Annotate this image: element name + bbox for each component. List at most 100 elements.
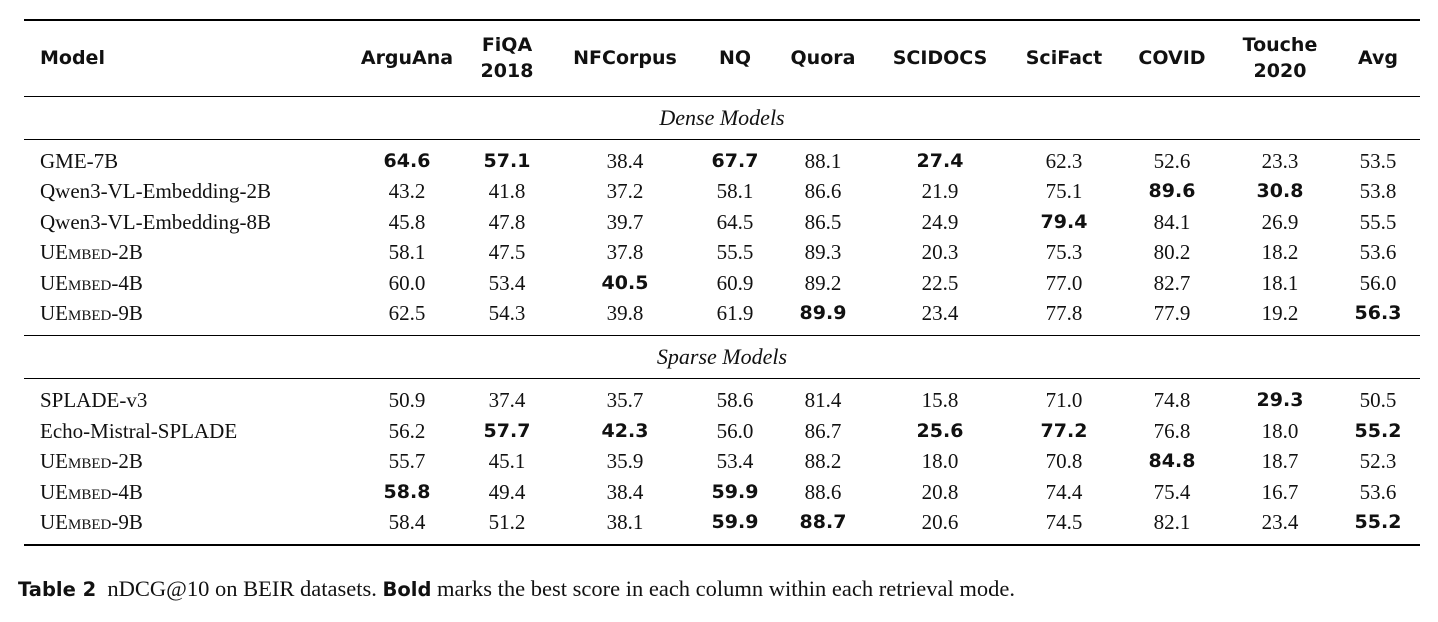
table-header: Model ArguAna FiQA 2018 NFCorpus NQ Quora SCIDO… <box>24 20 1420 96</box>
table-row: SPLADE-v3 50.9 37.4 35.7 58.6 81.4 15.8 71.0 74.… <box>24 379 1420 416</box>
score-cell: 42.3 <box>601 419 649 442</box>
caption-bold-word: Bold <box>382 578 432 601</box>
model-name-cell: GME-7B <box>40 148 119 173</box>
score-cell: 58.4 <box>388 510 426 535</box>
score-cell: 88.6 <box>804 479 842 504</box>
column-header: Touche 2020 <box>1224 20 1336 96</box>
score-cell: 18.1 <box>1261 270 1299 295</box>
score-cell: 60.0 <box>388 270 426 295</box>
score-cell: 21.9 <box>921 179 959 204</box>
score-cell: 86.6 <box>804 179 842 204</box>
section-title: Sparse Models <box>656 344 788 370</box>
model-name-cell: SPLADE-v3 <box>40 388 148 413</box>
score-cell: 35.7 <box>606 388 644 413</box>
score-cell: 77.0 <box>1045 270 1083 295</box>
score-cell: 43.2 <box>388 179 426 204</box>
column-header: Quora <box>774 20 872 96</box>
score-cell: 38.1 <box>606 510 644 535</box>
column-header-line-1: ArguAna <box>360 47 454 70</box>
score-cell: 37.2 <box>606 179 644 204</box>
header-row: Model ArguAna FiQA 2018 NFCorpus NQ Quora SCIDO… <box>24 20 1420 96</box>
model-name-cell: UEmbed-9B <box>40 301 143 326</box>
score-cell: 27.4 <box>916 149 964 172</box>
column-header: NFCorpus <box>554 20 696 96</box>
score-cell: 64.6 <box>383 149 431 172</box>
score-cell: 47.8 <box>488 209 526 234</box>
score-cell: 55.7 <box>388 449 426 474</box>
score-cell: 18.0 <box>1261 418 1299 443</box>
score-cell: 20.8 <box>921 479 959 504</box>
column-header: NQ <box>696 20 774 96</box>
score-cell: 76.8 <box>1153 418 1191 443</box>
column-header: Model <box>24 20 354 96</box>
table-row: UEmbed-9B 58.4 51.2 38.1 59.9 88.7 20.6 74.5 82.… <box>24 507 1420 546</box>
score-cell: 55.2 <box>1354 419 1402 442</box>
score-cell: 22.5 <box>921 270 959 295</box>
results-table-container: Model ArguAna FiQA 2018 NFCorpus NQ Quora SCIDO… <box>24 19 1420 546</box>
score-cell: 84.1 <box>1153 209 1191 234</box>
score-cell: 30.8 <box>1256 180 1304 203</box>
model-name-cell: UEmbed-9B <box>40 510 143 535</box>
score-cell: 75.4 <box>1153 479 1191 504</box>
model-name-cell: Qwen3-VL-Embedding-2B <box>40 179 271 204</box>
score-cell: 50.9 <box>388 388 426 413</box>
score-cell: 20.6 <box>921 510 959 535</box>
score-cell: 56.3 <box>1354 302 1402 325</box>
score-cell: 58.1 <box>388 240 426 265</box>
score-cell: 81.4 <box>804 388 842 413</box>
column-header: COVID <box>1120 20 1224 96</box>
section-header-row: Dense Models <box>24 96 1420 139</box>
score-cell: 18.0 <box>921 449 959 474</box>
column-header: Avg <box>1336 20 1420 96</box>
score-cell: 45.1 <box>488 449 526 474</box>
score-cell: 84.8 <box>1148 450 1196 473</box>
score-cell: 23.4 <box>921 301 959 326</box>
score-cell: 20.3 <box>921 240 959 265</box>
score-cell: 24.9 <box>921 209 959 234</box>
score-cell: 26.9 <box>1261 209 1299 234</box>
score-cell: 86.5 <box>804 209 842 234</box>
column-header-line-1: SCIDOCS <box>892 47 988 70</box>
score-cell: 47.5 <box>488 240 526 265</box>
score-cell: 53.8 <box>1359 179 1397 204</box>
column-header-line-1: NFCorpus <box>573 47 677 70</box>
table-row: UEmbed-4B 58.8 49.4 38.4 59.9 88.6 20.8 74.4 75.… <box>24 477 1420 508</box>
score-cell: 52.6 <box>1153 148 1191 173</box>
column-header-line-2: 2020 <box>1253 60 1307 83</box>
score-cell: 62.3 <box>1045 148 1083 173</box>
section-header-row: Sparse Models <box>24 336 1420 379</box>
score-cell: 39.8 <box>606 301 644 326</box>
score-cell: 52.3 <box>1359 449 1397 474</box>
column-header-line-1: Model <box>40 47 105 70</box>
score-cell: 58.1 <box>716 179 754 204</box>
model-name-cell: UEmbed-4B <box>40 270 143 295</box>
score-cell: 77.2 <box>1040 419 1088 442</box>
score-cell: 37.4 <box>488 388 526 413</box>
score-cell: 37.8 <box>606 240 644 265</box>
score-cell: 79.4 <box>1040 210 1088 233</box>
score-cell: 75.1 <box>1045 179 1083 204</box>
score-cell: 82.1 <box>1153 510 1191 535</box>
column-header-line-1: NQ <box>718 47 752 70</box>
score-cell: 58.6 <box>716 388 754 413</box>
score-cell: 23.3 <box>1261 148 1299 173</box>
score-cell: 59.9 <box>711 480 759 503</box>
score-cell: 60.9 <box>716 270 754 295</box>
column-header: SciFact <box>1008 20 1120 96</box>
score-cell: 55.2 <box>1354 511 1402 534</box>
score-cell: 53.4 <box>716 449 754 474</box>
column-header-line-1: COVID <box>1138 47 1206 70</box>
model-name-cell: Qwen3-VL-Embedding-8B <box>40 209 271 234</box>
score-cell: 35.9 <box>606 449 644 474</box>
table-row: UEmbed-4B 60.0 53.4 40.5 60.9 89.2 22.5 77.0 82.… <box>24 268 1420 299</box>
score-cell: 50.5 <box>1359 388 1397 413</box>
score-cell: 74.5 <box>1045 510 1083 535</box>
score-cell: 67.7 <box>711 149 759 172</box>
score-cell: 86.7 <box>804 418 842 443</box>
table-row: Echo-Mistral-SPLADE 56.2 57.7 42.3 56.0 86.7 2… <box>24 416 1420 447</box>
score-cell: 45.8 <box>388 209 426 234</box>
table-row: GME-7B 64.6 57.1 38.4 67.7 88.1 27.4 62.3 52.6 23… <box>24 139 1420 176</box>
score-cell: 70.8 <box>1045 449 1083 474</box>
section-title: Dense Models <box>659 104 785 130</box>
table-row: UEmbed-2B 58.1 47.5 37.8 55.5 89.3 20.3 75.3 80.… <box>24 237 1420 268</box>
